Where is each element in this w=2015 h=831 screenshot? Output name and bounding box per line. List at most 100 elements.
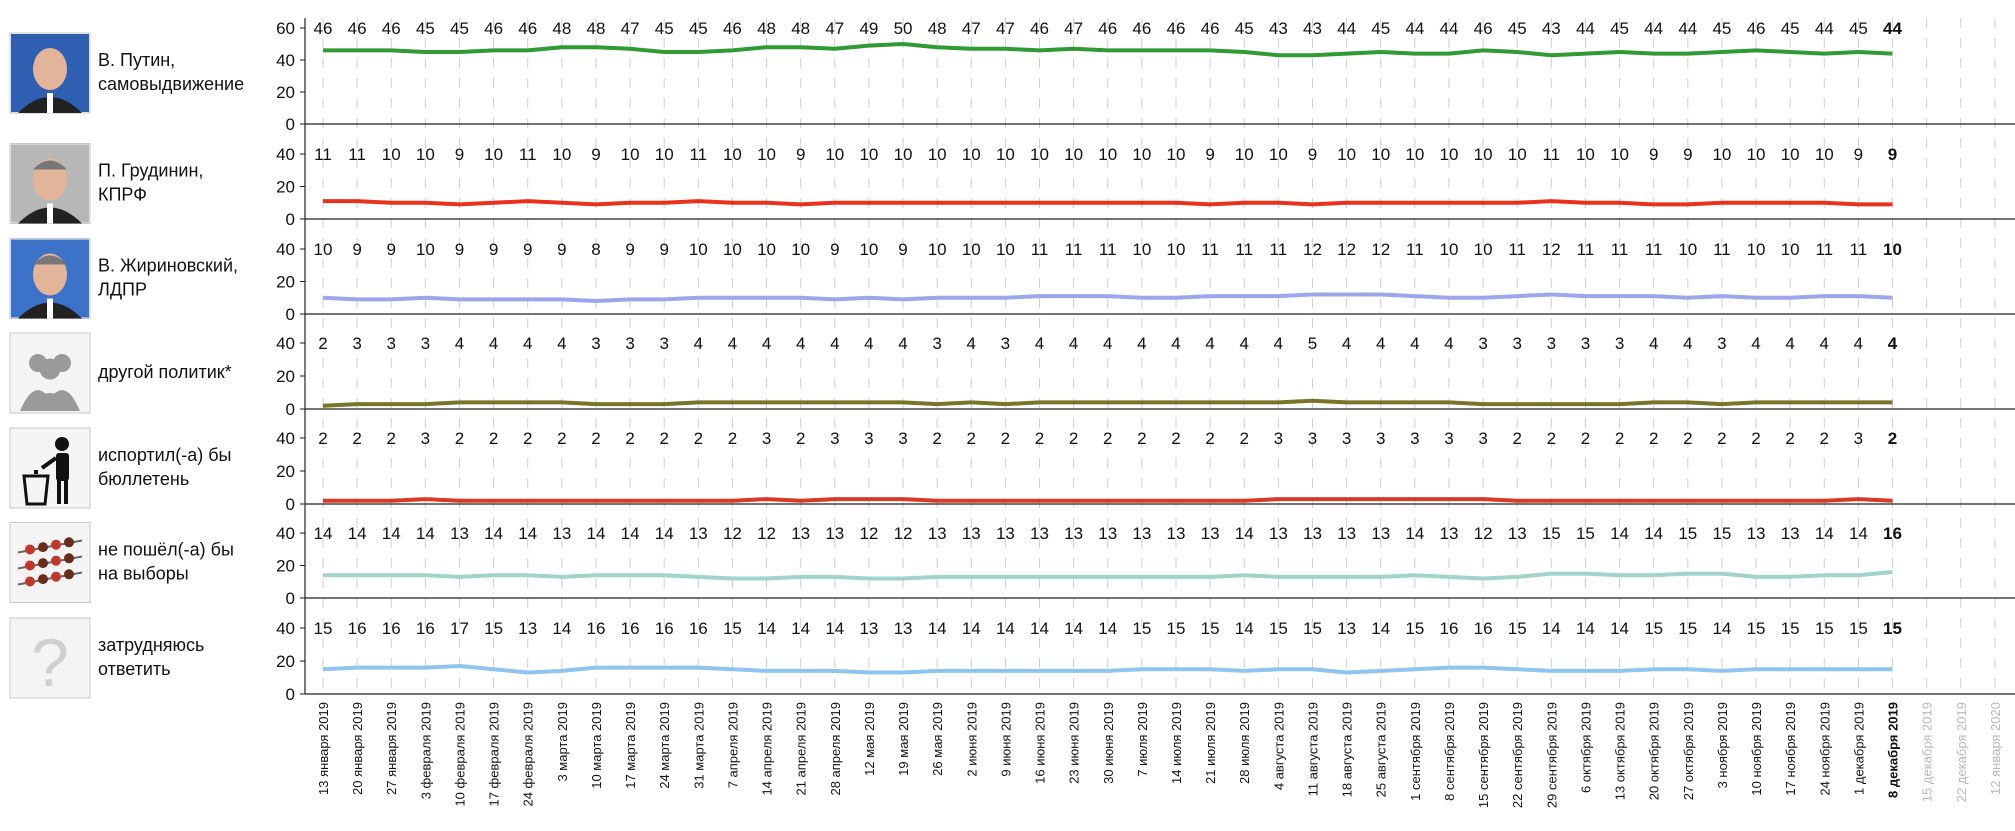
data-label: 43 [1542,19,1561,38]
x-tick-label: 4 августа 2019 [1271,702,1286,790]
y-tick-label: 0 [286,305,295,324]
data-label: 15 [314,619,333,638]
data-label: 13 [962,524,981,543]
x-tick-label: 8 сентября 2019 [1442,702,1457,801]
data-label: 2 [625,429,634,448]
data-label: 13 [1303,524,1322,543]
data-label: 15 [1747,619,1766,638]
y-tick-label: 0 [286,685,295,704]
data-label: 48 [586,19,605,38]
data-label: 3 [1615,334,1624,353]
data-label: 2 [1069,429,1078,448]
data-label: 13 [1747,524,1766,543]
data-label: 9 [898,240,907,259]
data-label: 9 [796,145,805,164]
data-label: 11 [348,145,366,164]
x-tick-label: 8 декабря 2019 [1886,702,1901,798]
x-tick-label: 31 марта 2019 [691,702,706,789]
series-label: самовыдвижение [98,74,244,94]
x-tick-label: 7 июля 2019 [1135,702,1150,777]
silhouette-body [28,393,72,411]
series-line [322,398,1893,408]
data-label: 11 [1645,240,1663,259]
data-label: 2 [1785,429,1794,448]
data-label: 4 [796,334,805,353]
data-label: 16 [689,619,708,638]
data-label: 2 [352,429,361,448]
data-label: 10 [1815,145,1834,164]
data-label: 45 [416,19,435,38]
y-tick-label: 0 [286,115,295,134]
data-label: 46 [518,19,537,38]
data-label: 10 [928,240,947,259]
series-label: другой политик* [98,362,232,382]
data-label: 2 [1649,429,1658,448]
data-label: 4 [1683,334,1692,353]
data-label: 11 [314,145,332,164]
data-label: 48 [552,19,571,38]
data-label: 2 [1751,429,1760,448]
data-label: 13 [996,524,1015,543]
y-tick-label: 0 [286,589,295,608]
series-panel: 0 20 40 10 9 9 10 9 9 9 9 8 9 9 10 10 10 10 9 10 9 10 10 10 11 11… [9,238,2015,324]
data-label: 4 [523,334,532,353]
data-label: 10 [1235,145,1254,164]
person-leg [64,480,68,504]
y-tick-label: 40 [276,240,295,259]
skewer-meat [38,542,48,553]
data-label: 4 [1240,334,1249,353]
data-label: 14 [825,619,844,638]
data-label: 10 [928,145,947,164]
data-label: 3 [1001,334,1010,353]
data-label: 4 [1444,334,1453,353]
data-label: 3 [387,334,396,353]
data-label: 11 [1577,240,1595,259]
data-label: 10 [621,145,640,164]
data-label: 2 [591,429,600,448]
x-tick-label: 28 апреля 2019 [828,702,843,796]
series-label: на выборы [98,564,189,584]
data-label: 13 [1098,524,1117,543]
data-label: 15 [484,619,503,638]
data-label: 14 [348,524,367,543]
data-label: 14 [1610,524,1629,543]
data-label: 13 [1508,524,1527,543]
data-label: 11 [1235,240,1253,259]
data-label: 10 [1439,240,1458,259]
skewer-meat [51,539,61,550]
data-label: 16 [1883,524,1902,543]
data-label: 14 [416,524,435,543]
data-label: 4 [1854,334,1863,353]
data-label: 14 [791,619,810,638]
data-label: 2 [1240,429,1249,448]
data-label: 11 [1406,240,1424,259]
data-label: 13 [1132,524,1151,543]
data-label: 47 [996,19,1015,38]
data-label: 14 [1610,619,1629,638]
data-label: 3 [1854,429,1863,448]
y-tick-label: 20 [276,367,295,386]
skewer-meat [64,537,74,548]
x-tick-label: 23 июня 2019 [1067,702,1082,784]
data-label: 10 [757,145,776,164]
data-label: 10 [1064,145,1083,164]
x-tick-label: 18 августа 2019 [1340,702,1355,797]
data-label: 4 [1785,334,1794,353]
data-label: 3 [1274,429,1283,448]
x-tick-label: 14 июля 2019 [1169,702,1184,784]
trash-bin [22,474,50,506]
data-label: 50 [894,19,913,38]
data-label: 3 [1342,429,1351,448]
data-label: 4 [1171,334,1180,353]
data-label: 4 [1649,334,1658,353]
data-label: 10 [1337,145,1356,164]
data-label: 14 [1235,619,1254,638]
data-label: 2 [728,429,737,448]
data-label: 10 [1132,145,1151,164]
data-label: 13 [1371,524,1390,543]
data-label: 14 [928,619,947,638]
data-label: 12 [757,524,776,543]
data-label: 2 [1683,429,1692,448]
data-label: 45 [689,19,708,38]
series-label: не пошёл(-а) бы [98,540,234,560]
